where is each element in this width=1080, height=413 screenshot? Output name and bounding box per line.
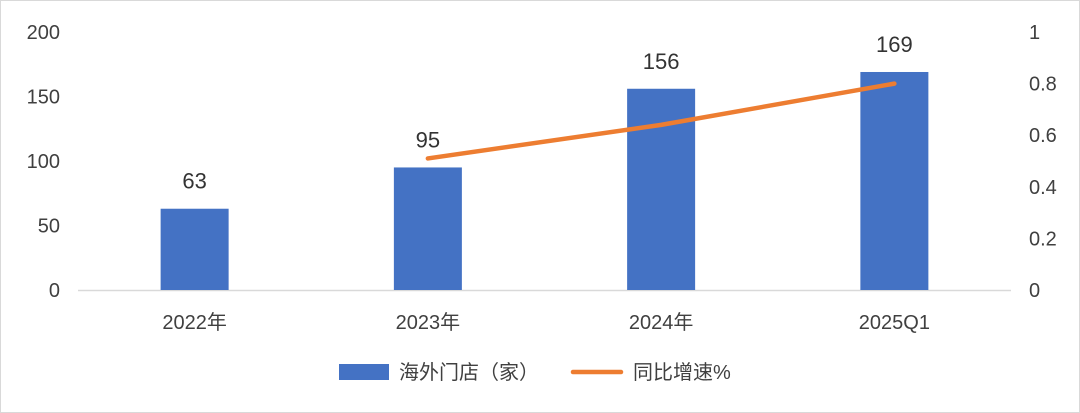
y-right-tick-label: 0.2 [1029,228,1057,250]
y-right-tick-label: 0.6 [1029,125,1057,147]
legend-label-line: 同比增速% [633,361,731,384]
line-layer [425,81,897,161]
bar-data-label: 156 [643,49,680,74]
bars-layer [160,71,929,291]
y-right-tick-label: 0 [1029,280,1040,302]
y-right-tick-label: 0.8 [1029,74,1057,96]
bar [393,167,462,290]
bar [860,71,929,291]
bar-data-label: 63 [182,169,206,194]
growth-line [425,81,897,161]
x-tick-label: 2025Q1 [859,312,930,334]
x-tick-label: 2022年 [162,311,227,334]
x-tick-label: 2024年 [629,311,694,334]
labels-layer: 63 95 156 169 [182,32,912,194]
bar [160,208,229,290]
legend-swatch-bar [339,364,389,380]
bar-data-label: 169 [876,32,913,57]
y-left-tick-label: 200 [27,22,60,44]
y-left-tick-label: 50 [38,216,60,238]
y-left-tick-label: 0 [49,280,60,302]
legend-label-bar: 海外门店（家） [399,361,539,384]
y-left-tick-label: 100 [27,151,60,173]
y-right-tick-label: 1 [1029,22,1040,44]
legend: 海外门店（家） 同比增速% [339,361,731,384]
axes-layer: 0 50 100 150 200 0 0.2 0.4 0.6 0.8 1 2022年 2023年 2024… [27,22,1057,334]
x-tick-label: 2023年 [396,311,461,334]
y-left-tick-label: 150 [27,87,60,109]
y-right-tick-label: 0.4 [1029,177,1057,199]
bar-data-label: 95 [416,127,440,152]
